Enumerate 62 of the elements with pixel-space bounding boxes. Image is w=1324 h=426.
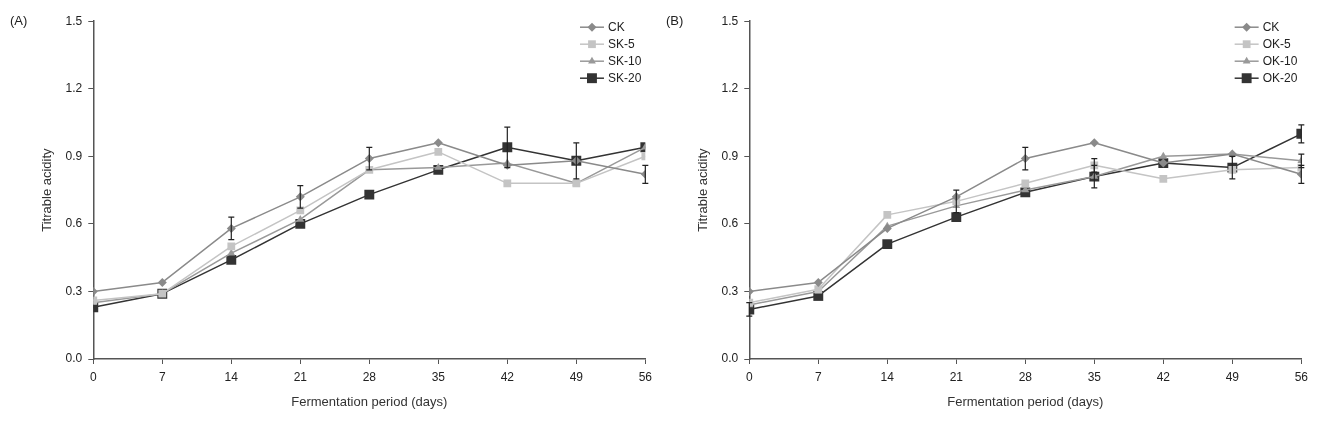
- x-tick-label: 35: [1087, 369, 1102, 384]
- point: [503, 179, 512, 188]
- x-tick-label: 21: [949, 369, 964, 384]
- point: [882, 239, 893, 250]
- point: [1021, 179, 1030, 188]
- x-axis-title: Fermentation period (days): [291, 393, 448, 409]
- y-tick-label: 0.6: [721, 216, 739, 231]
- point: [226, 254, 237, 265]
- x-tick-label: 14: [224, 369, 239, 384]
- y-tick-label: 0.0: [65, 351, 83, 366]
- legend-label: OK-5: [1262, 36, 1291, 51]
- y-tick-label: 0.0: [721, 351, 739, 366]
- x-axis-title: Fermentation period (days): [947, 393, 1104, 409]
- y-tick-label: 1.2: [721, 81, 739, 96]
- point: [951, 212, 962, 223]
- point: [883, 210, 892, 219]
- legend-label: OK-10: [1262, 53, 1298, 68]
- chart-title: (A): [10, 12, 28, 28]
- legend-label: SK-20: [607, 70, 642, 85]
- y-axis-title: Titrable acidity: [695, 147, 711, 232]
- point: [882, 223, 892, 233]
- x-tick-label: 56: [638, 369, 653, 384]
- legend-label: SK-5: [607, 36, 635, 51]
- x-tick-label: 28: [362, 369, 377, 384]
- x-tick-label: 0: [745, 369, 753, 384]
- y-tick-label: 0.3: [721, 283, 739, 298]
- y-axis-title: Titrable acidity: [39, 147, 55, 232]
- point: [434, 147, 443, 156]
- point: [1089, 138, 1099, 148]
- x-tick-label: 42: [500, 369, 515, 384]
- x-tick-label: 42: [1156, 369, 1171, 384]
- y-tick-label: 0.9: [65, 148, 83, 163]
- x-tick-label: 49: [1225, 369, 1240, 384]
- chart-title: (B): [666, 12, 684, 28]
- y-tick-label: 1.5: [721, 13, 739, 28]
- x-tick-label: 28: [1018, 369, 1033, 384]
- legend-label: CK: [1262, 19, 1280, 34]
- y-tick-label: 1.5: [65, 13, 83, 28]
- x-tick-label: 21: [293, 369, 308, 384]
- y-tick-label: 0.3: [65, 283, 83, 298]
- x-tick-label: 35: [431, 369, 446, 384]
- x-tick-label: 56: [1294, 369, 1309, 384]
- point: [813, 277, 823, 287]
- point: [433, 138, 443, 148]
- point: [364, 189, 375, 200]
- x-tick-label: 7: [158, 369, 166, 384]
- y-tick-label: 0.9: [721, 148, 739, 163]
- point: [296, 214, 305, 222]
- legend-label: CK: [607, 19, 625, 34]
- y-tick-label: 1.2: [65, 81, 83, 96]
- x-tick-label: 49: [569, 369, 584, 384]
- point: [1159, 151, 1168, 159]
- point: [434, 163, 443, 170]
- x-tick-label: 0: [89, 369, 97, 384]
- legend-label: OK-20: [1262, 70, 1298, 85]
- y-tick-label: 0.6: [65, 216, 83, 231]
- legend-label: SK-10: [607, 53, 642, 68]
- point: [227, 242, 236, 251]
- point: [1159, 174, 1168, 183]
- point: [157, 277, 167, 287]
- x-tick-label: 7: [814, 369, 822, 384]
- x-tick-label: 14: [880, 369, 895, 384]
